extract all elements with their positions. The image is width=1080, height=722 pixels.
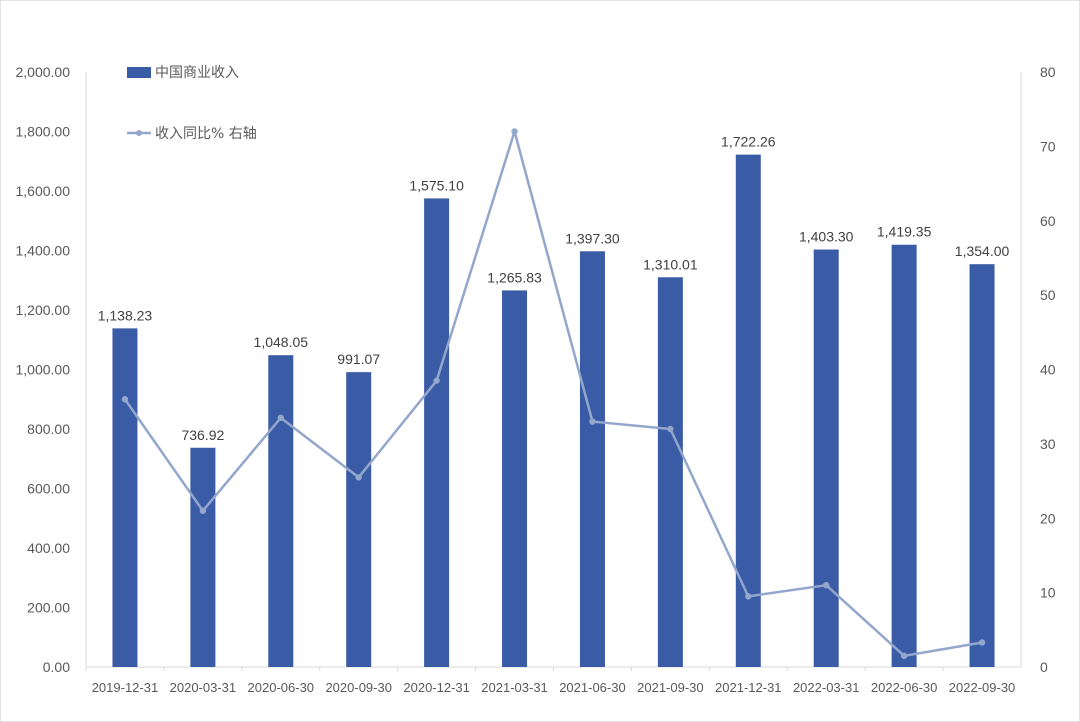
y-left-tick-label: 0.00 <box>43 659 70 675</box>
bar <box>502 290 528 667</box>
legend-line-marker <box>136 130 142 136</box>
x-tick-label: 2022-09-30 <box>949 680 1016 695</box>
x-tick-label: 2022-03-31 <box>793 680 860 695</box>
x-tick-label: 2020-09-30 <box>325 680 392 695</box>
line-path <box>123 130 983 658</box>
y-right-tick-label: 30 <box>1040 436 1056 452</box>
y-right-tick-label: 10 <box>1040 585 1056 601</box>
bar <box>969 264 995 667</box>
bars-series <box>112 154 995 667</box>
line-point <box>667 425 674 433</box>
bar-data-label: 1,354.00 <box>955 243 1010 259</box>
y-right-tick-label: 20 <box>1040 510 1056 526</box>
bar <box>112 328 138 667</box>
bar <box>579 251 605 667</box>
bar-data-label: 1,138.23 <box>98 307 153 323</box>
line-point <box>745 593 752 600</box>
y-left-tick-label: 800.00 <box>27 421 70 437</box>
x-tick-label: 2020-06-30 <box>248 680 315 695</box>
bar <box>813 249 839 667</box>
bar-data-label: 1,397.30 <box>565 230 620 246</box>
x-tick-label: 2021-03-31 <box>481 680 548 695</box>
line-point <box>823 581 830 589</box>
y-right-tick-label: 80 <box>1040 64 1056 80</box>
line-point <box>199 507 207 515</box>
bar <box>891 244 917 667</box>
y-right-tick-label: 50 <box>1040 287 1056 303</box>
y-right-tick-label: 40 <box>1040 362 1056 378</box>
bar-data-label: 736.92 <box>181 427 224 443</box>
bar-data-label: 1,265.83 <box>487 269 542 285</box>
bar-data-label: 1,722.26 <box>721 134 776 150</box>
bar-data-label: 1,575.10 <box>409 177 464 193</box>
x-tick-label: 2020-03-31 <box>170 680 237 695</box>
line-series <box>121 128 986 660</box>
bar <box>190 447 216 667</box>
line-point <box>433 377 440 384</box>
bar <box>268 355 294 667</box>
y-left-tick-label: 1,200.00 <box>16 302 71 318</box>
line-point <box>355 474 362 481</box>
bar-data-label: 991.07 <box>337 351 380 367</box>
x-tick-label: 2021-09-30 <box>637 680 704 695</box>
bar <box>346 372 372 667</box>
legend: 中国商业收入 收入同比% 右轴 <box>127 65 257 142</box>
bar-data-label: 1,048.05 <box>254 334 309 350</box>
bar <box>735 154 761 667</box>
x-tick-label: 2022-06-30 <box>871 680 938 695</box>
bar <box>657 277 683 667</box>
y-left-tick-label: 1,600.00 <box>16 183 71 199</box>
bar-data-label: 1,310.01 <box>643 256 698 272</box>
x-tick-label: 2021-12-31 <box>715 680 782 695</box>
y-right-tick-label: 0 <box>1040 659 1048 675</box>
line-point <box>121 396 129 403</box>
x-tick-label: 2021-06-30 <box>559 680 626 695</box>
bar-data-label: 1,403.30 <box>799 229 854 245</box>
legend-bar-swatch <box>127 67 151 78</box>
y-right-tick-label: 70 <box>1040 138 1056 154</box>
y-left-tick-label: 1,800.00 <box>16 124 71 140</box>
line-point <box>277 414 284 422</box>
legend-bar-label: 中国商业收入 <box>155 65 239 81</box>
line-point <box>589 418 596 425</box>
bar-data-label: 1,419.35 <box>877 224 932 240</box>
x-tick-label: 2020-12-31 <box>403 680 470 695</box>
y-left-tick-label: 1,000.00 <box>16 362 71 378</box>
bar <box>424 198 450 667</box>
data-labels: 1,138.23 736.92 1,048.05 991.07 1,575.10 1,26… <box>98 134 1010 443</box>
axes: 0.00 200.00 400.00 600.00 800.00 1,000.00 1,20… <box>16 64 1056 695</box>
line-point <box>900 652 908 660</box>
y-right-tick-label: 60 <box>1040 213 1056 229</box>
y-left-tick-label: 200.00 <box>27 600 70 616</box>
line-point <box>511 128 518 135</box>
y-left-tick-label: 400.00 <box>27 540 70 556</box>
legend-line-label: 收入同比% 右轴 <box>155 126 257 142</box>
line-point <box>978 639 986 646</box>
y-left-tick-label: 1,400.00 <box>16 243 71 259</box>
y-left-tick-label: 2,000.00 <box>16 64 71 80</box>
x-tick-label: 2019-12-31 <box>92 680 159 695</box>
y-left-tick-label: 600.00 <box>27 481 70 497</box>
